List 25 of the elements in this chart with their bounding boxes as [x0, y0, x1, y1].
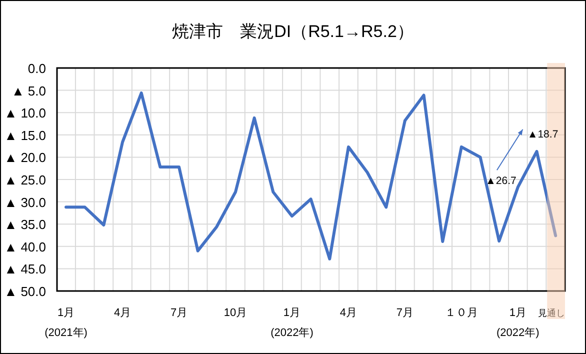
y-tick-label: ▲ 10.0 [4, 106, 46, 121]
y-tick-label: 0.0 [28, 61, 46, 76]
x-tick-label: 1月 (2022年) [270, 307, 314, 339]
x-tick-label: 7月 [170, 307, 188, 319]
line-series [64, 91, 558, 260]
y-tick-label: ▲ 15.0 [4, 128, 46, 143]
y-tick-label: ▲ 40.0 [4, 239, 46, 254]
annotation: ▲26.7 [486, 175, 516, 188]
x-tick-label: 1月 (2021年) [44, 307, 88, 339]
y-tick-label: ▲ 50.0 [4, 284, 46, 299]
x-tick-label: 7月 [396, 307, 414, 319]
chart-title: 焼津市 業況DI（R5.1→R5.2） [172, 22, 414, 41]
annotation: ▲18.7 [527, 128, 558, 140]
y-tick-label: ▲ 30.0 [4, 194, 46, 210]
y-tick-label: ▲ 45.0 [4, 262, 46, 277]
x-tick-label: 4月 [340, 307, 358, 319]
y-tick-label: ▲ 20.0 [4, 150, 46, 166]
y-tick-label: ▲ 5.0 [11, 83, 46, 98]
y-tick-label: ▲ 25.0 [4, 172, 46, 188]
x-tick-label: 10月 [224, 307, 248, 319]
x-tick-label: １０月 [444, 307, 478, 319]
y-tick-label: ▲ 35.0 [4, 217, 46, 232]
x-tick-label: 1月 (2022年) [496, 307, 540, 339]
x-tick-label: 見通し [538, 308, 566, 318]
x-tick-label: 4月 [114, 307, 132, 319]
